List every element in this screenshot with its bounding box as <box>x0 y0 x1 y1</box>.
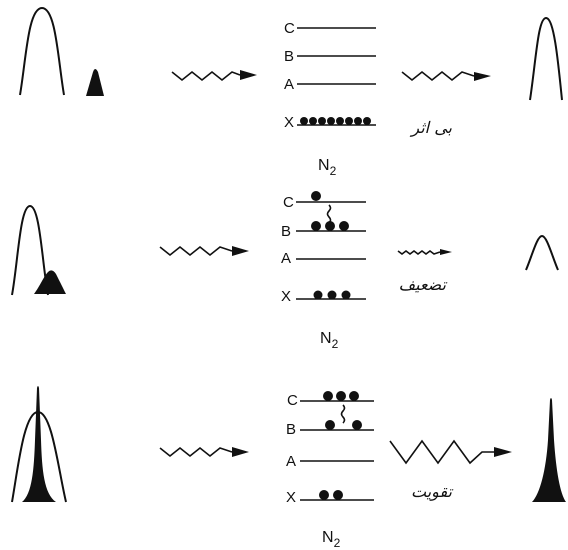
outgoing-wave <box>401 70 475 82</box>
energy-level-diagram: C B A X N2 <box>281 191 366 351</box>
population-dot <box>319 490 329 500</box>
population-dot <box>325 420 335 430</box>
level-x-population <box>300 117 371 125</box>
population-dot <box>336 391 346 401</box>
energy-level-diagram: C B A X N2 <box>286 391 374 550</box>
incoming-wave-arrowhead <box>232 246 249 256</box>
input-signal-peak <box>86 69 104 96</box>
input-signal-peak <box>34 270 66 294</box>
outgoing-wave <box>397 250 441 255</box>
level-label-a: A <box>281 250 291 267</box>
population-dot <box>339 221 349 231</box>
population-dot <box>352 420 362 430</box>
outgoing-wave-arrowhead <box>474 72 491 81</box>
level-c-population <box>323 391 359 401</box>
population-dot <box>311 221 321 231</box>
output-pulse-peak <box>532 398 566 502</box>
population-dot <box>345 117 353 125</box>
incoming-wave-arrowhead <box>232 447 249 457</box>
molecule-label: N2 <box>322 529 341 550</box>
population-dot <box>323 391 333 401</box>
panel-no-effect: C B A X N2 بی اثر <box>19 6 563 178</box>
population-dot <box>325 221 335 231</box>
caption-attenuation: تضعیف <box>399 275 448 294</box>
transition-squiggle <box>326 204 332 224</box>
input-signal-peak <box>22 386 56 502</box>
population-dot <box>309 117 317 125</box>
incoming-wave-arrowhead <box>240 70 257 80</box>
incoming-wave <box>171 70 241 82</box>
population-dot <box>311 191 321 201</box>
level-label-a: A <box>286 453 296 470</box>
population-dot <box>300 117 308 125</box>
output-pulse-peak <box>525 234 559 271</box>
level-label-b: B <box>284 48 294 65</box>
level-label-c: C <box>287 392 298 409</box>
molecule-label: N2 <box>320 330 339 351</box>
population-dot <box>313 290 323 300</box>
level-label-c: C <box>283 194 294 211</box>
transition-squiggle <box>340 404 346 424</box>
output-pulse-peak <box>529 16 563 101</box>
level-label-b: B <box>281 223 291 240</box>
level-label-c: C <box>284 20 295 37</box>
population-dot <box>354 117 362 125</box>
level-label-x: X <box>281 288 291 305</box>
level-label-x: X <box>284 114 294 131</box>
population-dot <box>327 290 337 300</box>
panel-amplification: C B A X N2 تقویت <box>11 386 566 550</box>
input-pulse-peak <box>11 204 49 296</box>
caption-amplification: تقویت <box>411 482 454 501</box>
population-dot <box>341 290 351 300</box>
caption-no-effect: بی اثر <box>409 118 452 137</box>
outgoing-wave <box>389 439 494 465</box>
population-dot <box>349 391 359 401</box>
outgoing-wave-arrowhead <box>494 447 512 457</box>
energy-level-diagram: C B A X N2 <box>284 20 376 178</box>
incoming-wave <box>159 446 233 458</box>
level-b-population <box>325 420 362 430</box>
population-dot <box>327 117 335 125</box>
outgoing-wave-arrowhead <box>440 249 452 255</box>
panel-attenuation: C B A X N2 تضعیف <box>11 191 559 351</box>
population-dot <box>363 117 371 125</box>
incoming-wave <box>159 245 233 257</box>
population-dot <box>333 490 343 500</box>
level-label-b: B <box>286 421 296 438</box>
population-dot <box>336 117 344 125</box>
level-c-population <box>311 191 321 201</box>
level-x-population <box>319 490 343 500</box>
input-pulse-peak <box>19 6 65 96</box>
level-x-population <box>313 290 351 300</box>
population-dot <box>318 117 326 125</box>
level-label-a: A <box>284 76 294 93</box>
level-label-x: X <box>286 489 296 506</box>
molecule-label: N2 <box>318 157 337 178</box>
level-b-population <box>311 221 349 231</box>
